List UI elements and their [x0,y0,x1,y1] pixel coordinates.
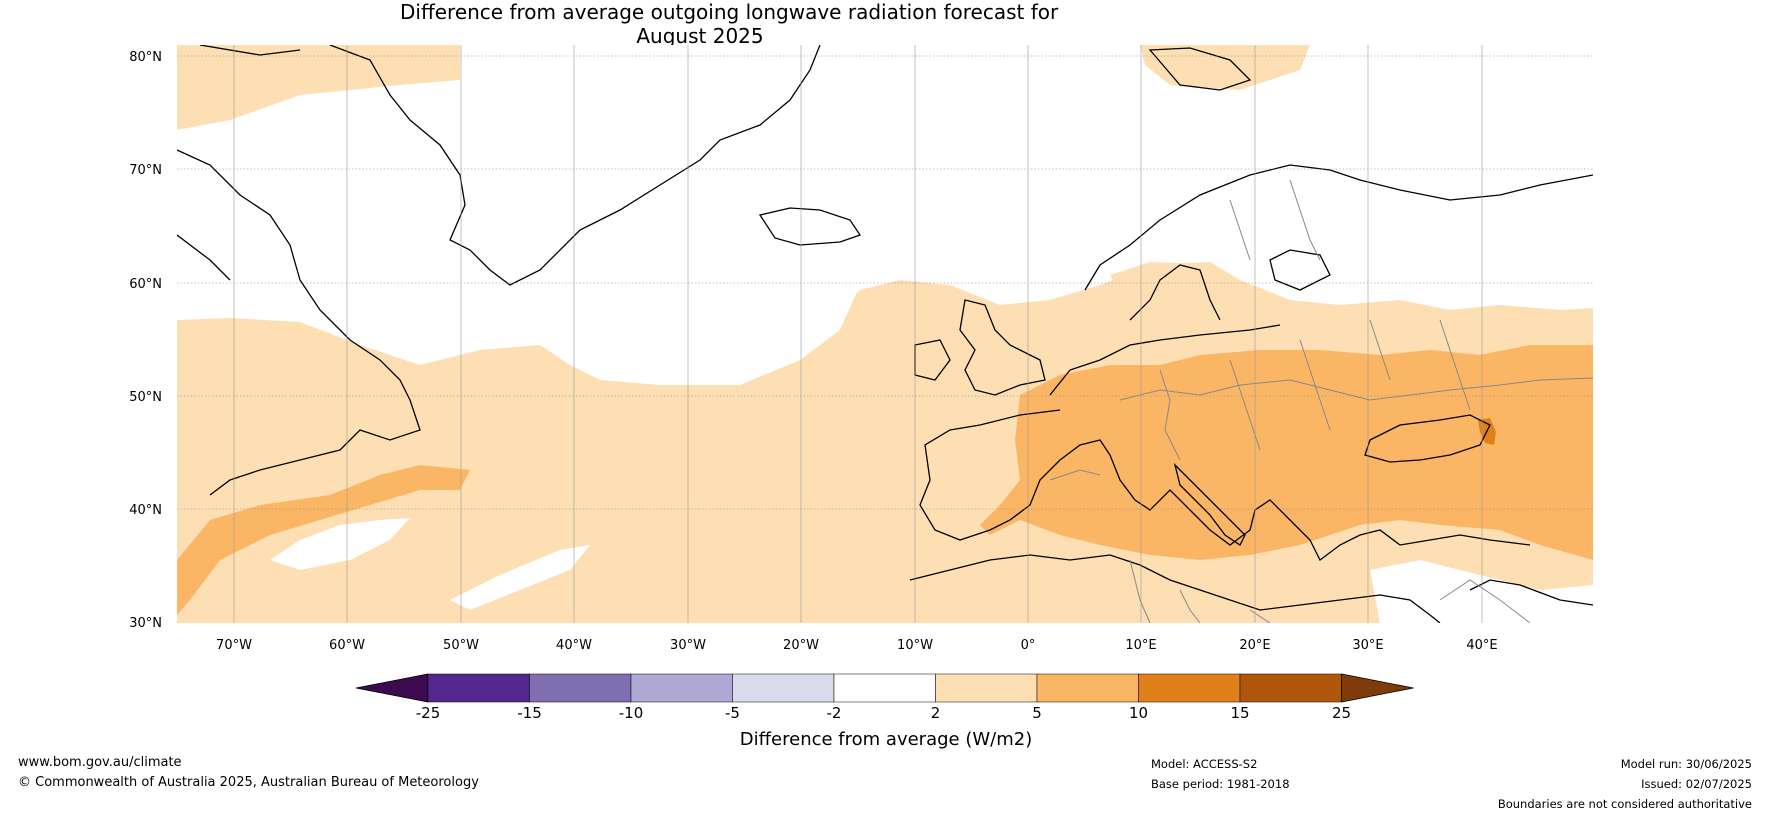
colorbar-tick-label: -15 [517,704,542,722]
lon-label: 20°W [783,638,819,653]
lon-label: 10°E [1125,638,1156,653]
coastline-labrador [177,149,421,496]
lon-label: 40°E [1466,638,1497,653]
latitude-labels: 80°N 70°N 60°N 50°N 40°N 30°N [129,50,162,631]
anomaly-5-to-10-europe [980,345,1593,560]
colorbar-segment [529,673,632,703]
lat-label: 30°N [129,616,162,631]
lat-label: 80°N [129,50,162,65]
colorbar-segment [630,673,733,703]
coastline-iceland [758,207,862,246]
colorbar-segment [732,673,835,703]
lat-label: 60°N [129,277,162,292]
footer-boundaries: Boundaries are not considered authoritat… [1497,797,1752,811]
coastline-svalbard [1148,47,1252,91]
coastline-africa [909,554,1441,623]
colorbar-segment [1138,673,1241,703]
colorbar-title: Difference from average (W/m2) [740,729,1032,750]
coastline-black-sea [1364,414,1491,463]
lat-label: 50°N [129,390,162,405]
longitude-gridlines [233,45,1483,623]
lat-label: 40°N [129,503,162,518]
colorbar: -25 -15 -10 -5 -2 2 5 10 15 25 [355,673,1414,722]
lon-label: 10°W [897,638,933,653]
lon-label: 30°E [1352,638,1383,653]
colorbar-segment [427,673,530,703]
map-title: Difference from average outgoing longwav… [400,0,1058,48]
colorbar-extend-high [1341,673,1414,703]
anomaly-neutral-patch-4 [1370,560,1593,623]
colorbar-tick-label: -25 [416,704,441,722]
lat-label: 70°N [129,163,162,178]
latitude-gridlines [177,55,1593,510]
colorbar-tick-label: 2 [931,704,941,722]
coastline-scandinavia [1084,164,1593,291]
footer-copyright: © Commonwealth of Australia 2025, Austra… [18,775,479,790]
colorbar-extend-low [355,673,429,703]
coastline-britain [959,299,1046,396]
anomaly-5-to-10-atlantic [177,465,470,615]
lon-label: 50°W [443,638,479,653]
lon-label: 20°E [1239,638,1270,653]
colorbar-tick-label: -10 [619,704,644,722]
longitude-labels: 70°W 60°W 50°W 40°W 30°W 20°W 10°W 0° 10… [216,638,1498,653]
map-title-line1: Difference from average outgoing longwav… [400,0,1059,24]
colorbar-tick-label: -5 [725,704,740,722]
anomaly-neutral-patch-1 [560,285,860,385]
map-area [177,45,1593,623]
anomaly-neutral-patch-2 [270,518,410,570]
colorbar-segment [1239,673,1342,703]
coastline-greenland [329,45,821,286]
lon-label: 40°W [556,638,592,653]
colorbar-tick-label: 5 [1032,704,1042,722]
lon-label: 0° [1021,638,1036,653]
colorbar-segment [833,673,936,703]
lon-label: 30°W [670,638,706,653]
colorbar-tick-label: 25 [1332,704,1351,722]
coastline-europe [1049,324,1281,396]
colorbar-segment [1036,673,1139,703]
colorbar-tick-label: -2 [827,704,842,722]
colorbar-segment [935,673,1038,703]
map-title-line2: August 2025 [636,24,764,48]
anomaly-2-to-5-arctic [177,45,460,130]
colorbar-tick-label: 10 [1129,704,1148,722]
footer-website: www.bom.gov.au/climate [18,755,182,770]
lon-label: 60°W [329,638,365,653]
colorbar-tick-label: 15 [1230,704,1249,722]
footer-model: Model: ACCESS-S2 [1151,757,1258,771]
footer-issued: Issued: 02/07/2025 [1641,777,1752,791]
footer-model-run: Model run: 30/06/2025 [1620,757,1752,771]
footer-base-period: Base period: 1981-2018 [1151,777,1290,791]
lon-label: 70°W [216,638,252,653]
coastline-italy [1173,462,1246,546]
anomaly-neutral-patch-3 [450,545,590,610]
